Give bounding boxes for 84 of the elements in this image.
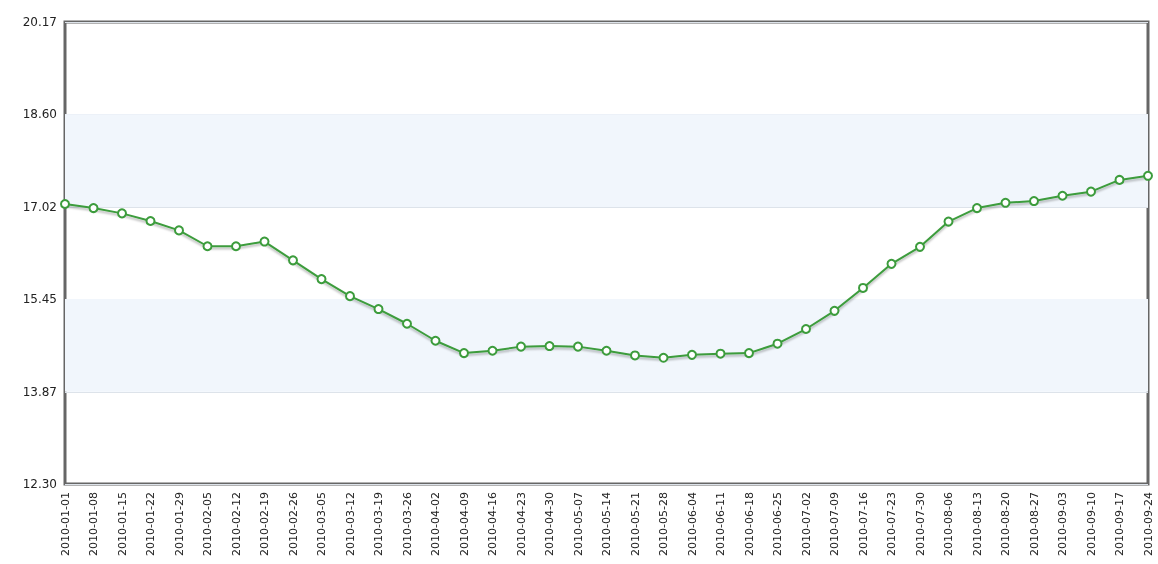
point [687,349,697,360]
x-tick-label: 2010-05-14 [600,492,613,556]
x-tick-label: 2010-01-22 [144,492,157,556]
point [487,345,498,356]
point [60,198,70,209]
x-tick-label: 2010-09-03 [1056,492,1069,556]
x-tick-label: 2010-07-09 [828,492,841,556]
x-tick-label: 2010-02-12 [229,492,243,556]
x-tick-label: 2010-06-18 [742,492,756,556]
x-tick-label: 2010-08-06 [942,492,955,556]
x-tick-label: 2010-09-24 [1141,492,1155,556]
x-tick-label: 2010-03-05 [315,492,328,556]
x-tick-label: 2010-07-23 [885,492,898,556]
point [1000,197,1011,208]
x-tick-label: 2010-08-13 [970,492,984,556]
point [715,348,726,359]
x-tick-label: 2010-09-17 [1113,492,1126,556]
x-tick-label: 2010-04-30 [543,492,556,556]
point [174,225,184,236]
y-tick-label: 12.30 [22,477,57,491]
x-tick-label: 2010-09-10 [1084,492,1098,556]
point [1114,174,1125,185]
point [744,348,754,359]
x-tick-label: 2010-07-30 [913,492,927,556]
x-tick-label: 2010-02-26 [286,492,300,556]
point [373,304,384,315]
point [972,203,982,214]
y-tick-label: 17.02 [22,199,57,214]
point [886,258,897,269]
point [145,216,156,226]
point [630,350,640,361]
point [829,305,840,316]
point [1057,190,1068,201]
point [117,208,127,219]
x-tick-label: 2010-01-15 [115,492,129,556]
point [402,318,412,329]
y-tick-label: 20.17 [22,15,57,29]
x-tick-label: 2010-02-05 [201,492,214,556]
x-tick-label: 2010-06-25 [771,492,784,556]
point [772,338,783,349]
y-tick-label: 18.60 [22,107,57,122]
x-tick-label: 2010-06-04 [685,492,699,556]
x-tick-label: 2010-06-11 [714,492,727,556]
x-tick-label: 2010-03-19 [372,492,385,556]
x-tick-label: 2010-05-07 [571,492,585,556]
y-tick-label: 13.87 [22,384,57,399]
point [943,216,954,227]
point [516,341,526,352]
point [259,236,270,247]
x-tick-label: 2010-04-23 [514,492,528,556]
point [1029,196,1039,207]
x-tick-label: 2010-05-28 [657,492,670,556]
y-tick-label: 15.45 [22,292,57,307]
point [915,241,925,252]
point [658,352,669,363]
x-tick-label: 2010-07-16 [856,492,870,556]
x-tick-label: 2010-04-09 [457,492,471,556]
x-tick-label: 2010-03-26 [400,492,414,556]
point [88,203,99,214]
x-tick-label: 2010-01-08 [87,492,100,556]
x-tick-label: 2010-07-02 [799,492,813,556]
x-tick-label: 2010-02-19 [258,492,271,556]
point [573,341,583,352]
point [801,324,811,335]
point [430,335,441,346]
x-tick-label: 2010-04-02 [429,492,442,556]
x-tick-label: 2010-03-12 [343,492,357,556]
point [316,274,327,285]
x-tick-label: 2010-05-21 [628,492,642,556]
x-tick-label: 2010-01-01 [58,492,72,556]
point [202,241,213,252]
point [459,348,469,359]
x-tick-label: 2010-04-16 [486,492,499,556]
point [1086,186,1096,197]
point [601,345,612,356]
point [288,255,298,266]
point [345,291,355,302]
x-tick-label: 2010-08-20 [999,492,1012,556]
point [1143,170,1153,181]
x-tick-label: 2010-01-29 [172,492,186,556]
point [231,241,241,252]
point [544,341,555,352]
point [858,282,868,293]
x-tick-label: 2010-08-27 [1027,492,1041,556]
